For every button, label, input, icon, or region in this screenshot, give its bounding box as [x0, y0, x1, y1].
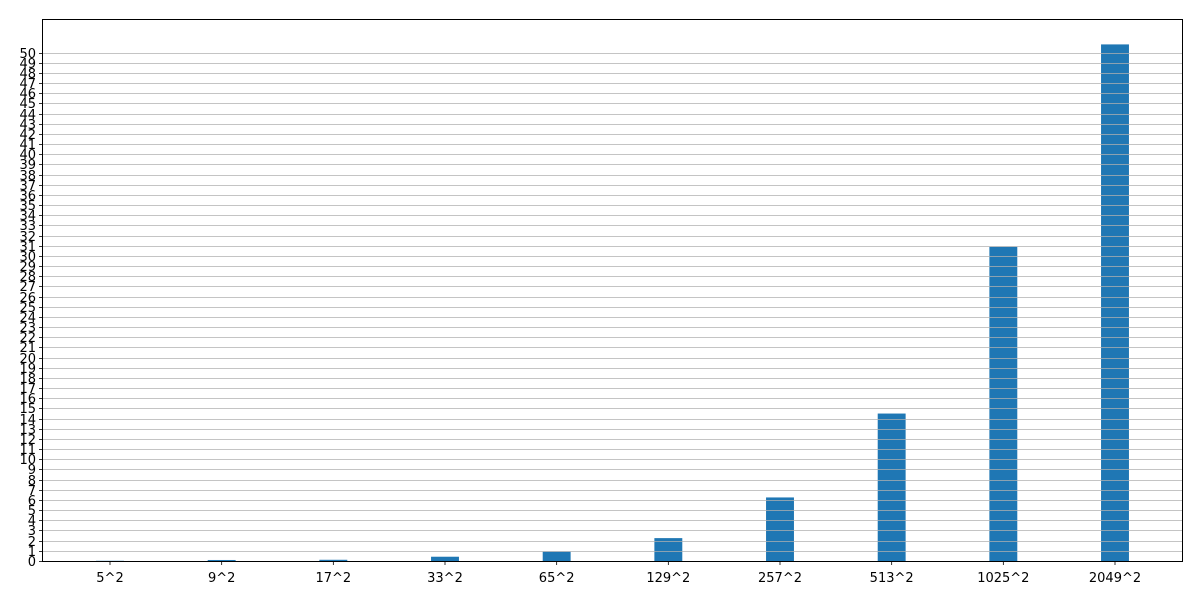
x-tick-label: 257^2: [758, 571, 802, 586]
bar: [208, 560, 236, 561]
x-tick-label: 1025^2: [977, 571, 1029, 586]
x-axis-ticks: 5^2 9^2 17^2 33^2 65^2 129^2 257^2 513^2 1025^2 2…: [96, 561, 1141, 586]
bar: [431, 557, 459, 561]
x-tick-label: 5^2: [96, 571, 123, 586]
x-tick-label: 65^2: [539, 571, 575, 586]
x-tick-label: 9^2: [208, 571, 235, 586]
bar: [1101, 44, 1129, 561]
x-tick-label: 17^2: [315, 571, 351, 586]
bar: [878, 414, 906, 561]
x-tick-label: 33^2: [427, 571, 463, 586]
x-tick-label: 2049^2: [1089, 571, 1141, 586]
x-tick-label: 513^2: [870, 571, 914, 586]
bars: [96, 44, 1129, 561]
bar: [543, 552, 571, 561]
bar: [989, 247, 1017, 561]
bar: [319, 560, 347, 561]
x-tick-label: 129^2: [646, 571, 690, 586]
y-tick-label: 50: [19, 47, 36, 62]
y-axis-ticks: 0123456789101112131415161718192021222324…: [19, 47, 43, 570]
